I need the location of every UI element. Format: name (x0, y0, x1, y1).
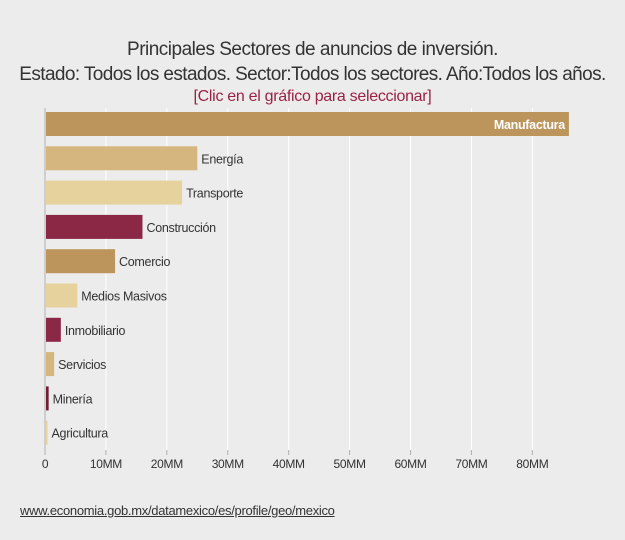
bar-medios-masivos[interactable] (46, 283, 78, 308)
bar-label: Transporte (186, 187, 243, 201)
source-link[interactable]: www.economia.gob.mx/datamexico/es/profil… (20, 503, 335, 518)
bar-construcci-n[interactable] (46, 214, 143, 239)
bar-transporte[interactable] (46, 180, 183, 205)
bar-servicios[interactable] (46, 352, 55, 377)
bar-label: Medios Masivos (81, 290, 166, 304)
bar-agricultura[interactable] (46, 420, 48, 445)
bar-inmobiliario[interactable] (46, 317, 61, 342)
bar-miner-a[interactable] (46, 386, 49, 411)
x-tick-label: 70MM (455, 457, 487, 471)
x-tick-label: 40MM (273, 457, 305, 471)
chart-subtitle: Estado: Todos los estados. Sector:Todos … (19, 64, 606, 85)
x-tick-label: 50MM (334, 457, 366, 471)
x-tick-label: 0 (42, 457, 49, 471)
select-hint[interactable]: [Clic en el gráfico para seleccionar] (193, 88, 432, 105)
x-tick-label: 30MM (212, 457, 244, 471)
bar-label: Inmobiliario (65, 324, 126, 338)
chart-title: Principales Sectores de anuncios de inve… (127, 39, 498, 60)
bar-label: Construcción (146, 221, 216, 235)
x-tick-label: 60MM (394, 457, 426, 471)
x-tick-label: 10MM (90, 457, 122, 471)
bar-label: Minería (53, 392, 93, 406)
bar-manufactura[interactable] (46, 112, 569, 136)
x-tick-label: 20MM (151, 457, 183, 471)
bar-label: Manufactura (494, 118, 566, 132)
bar-energ-a[interactable] (46, 146, 198, 171)
bar-label: Agricultura (52, 427, 109, 441)
bar-label: Energía (201, 152, 243, 166)
bar-label: Comercio (119, 255, 170, 269)
x-tick-label: 80MM (516, 457, 548, 471)
bar-label: Servicios (58, 358, 106, 372)
bar-comercio[interactable] (46, 249, 116, 274)
